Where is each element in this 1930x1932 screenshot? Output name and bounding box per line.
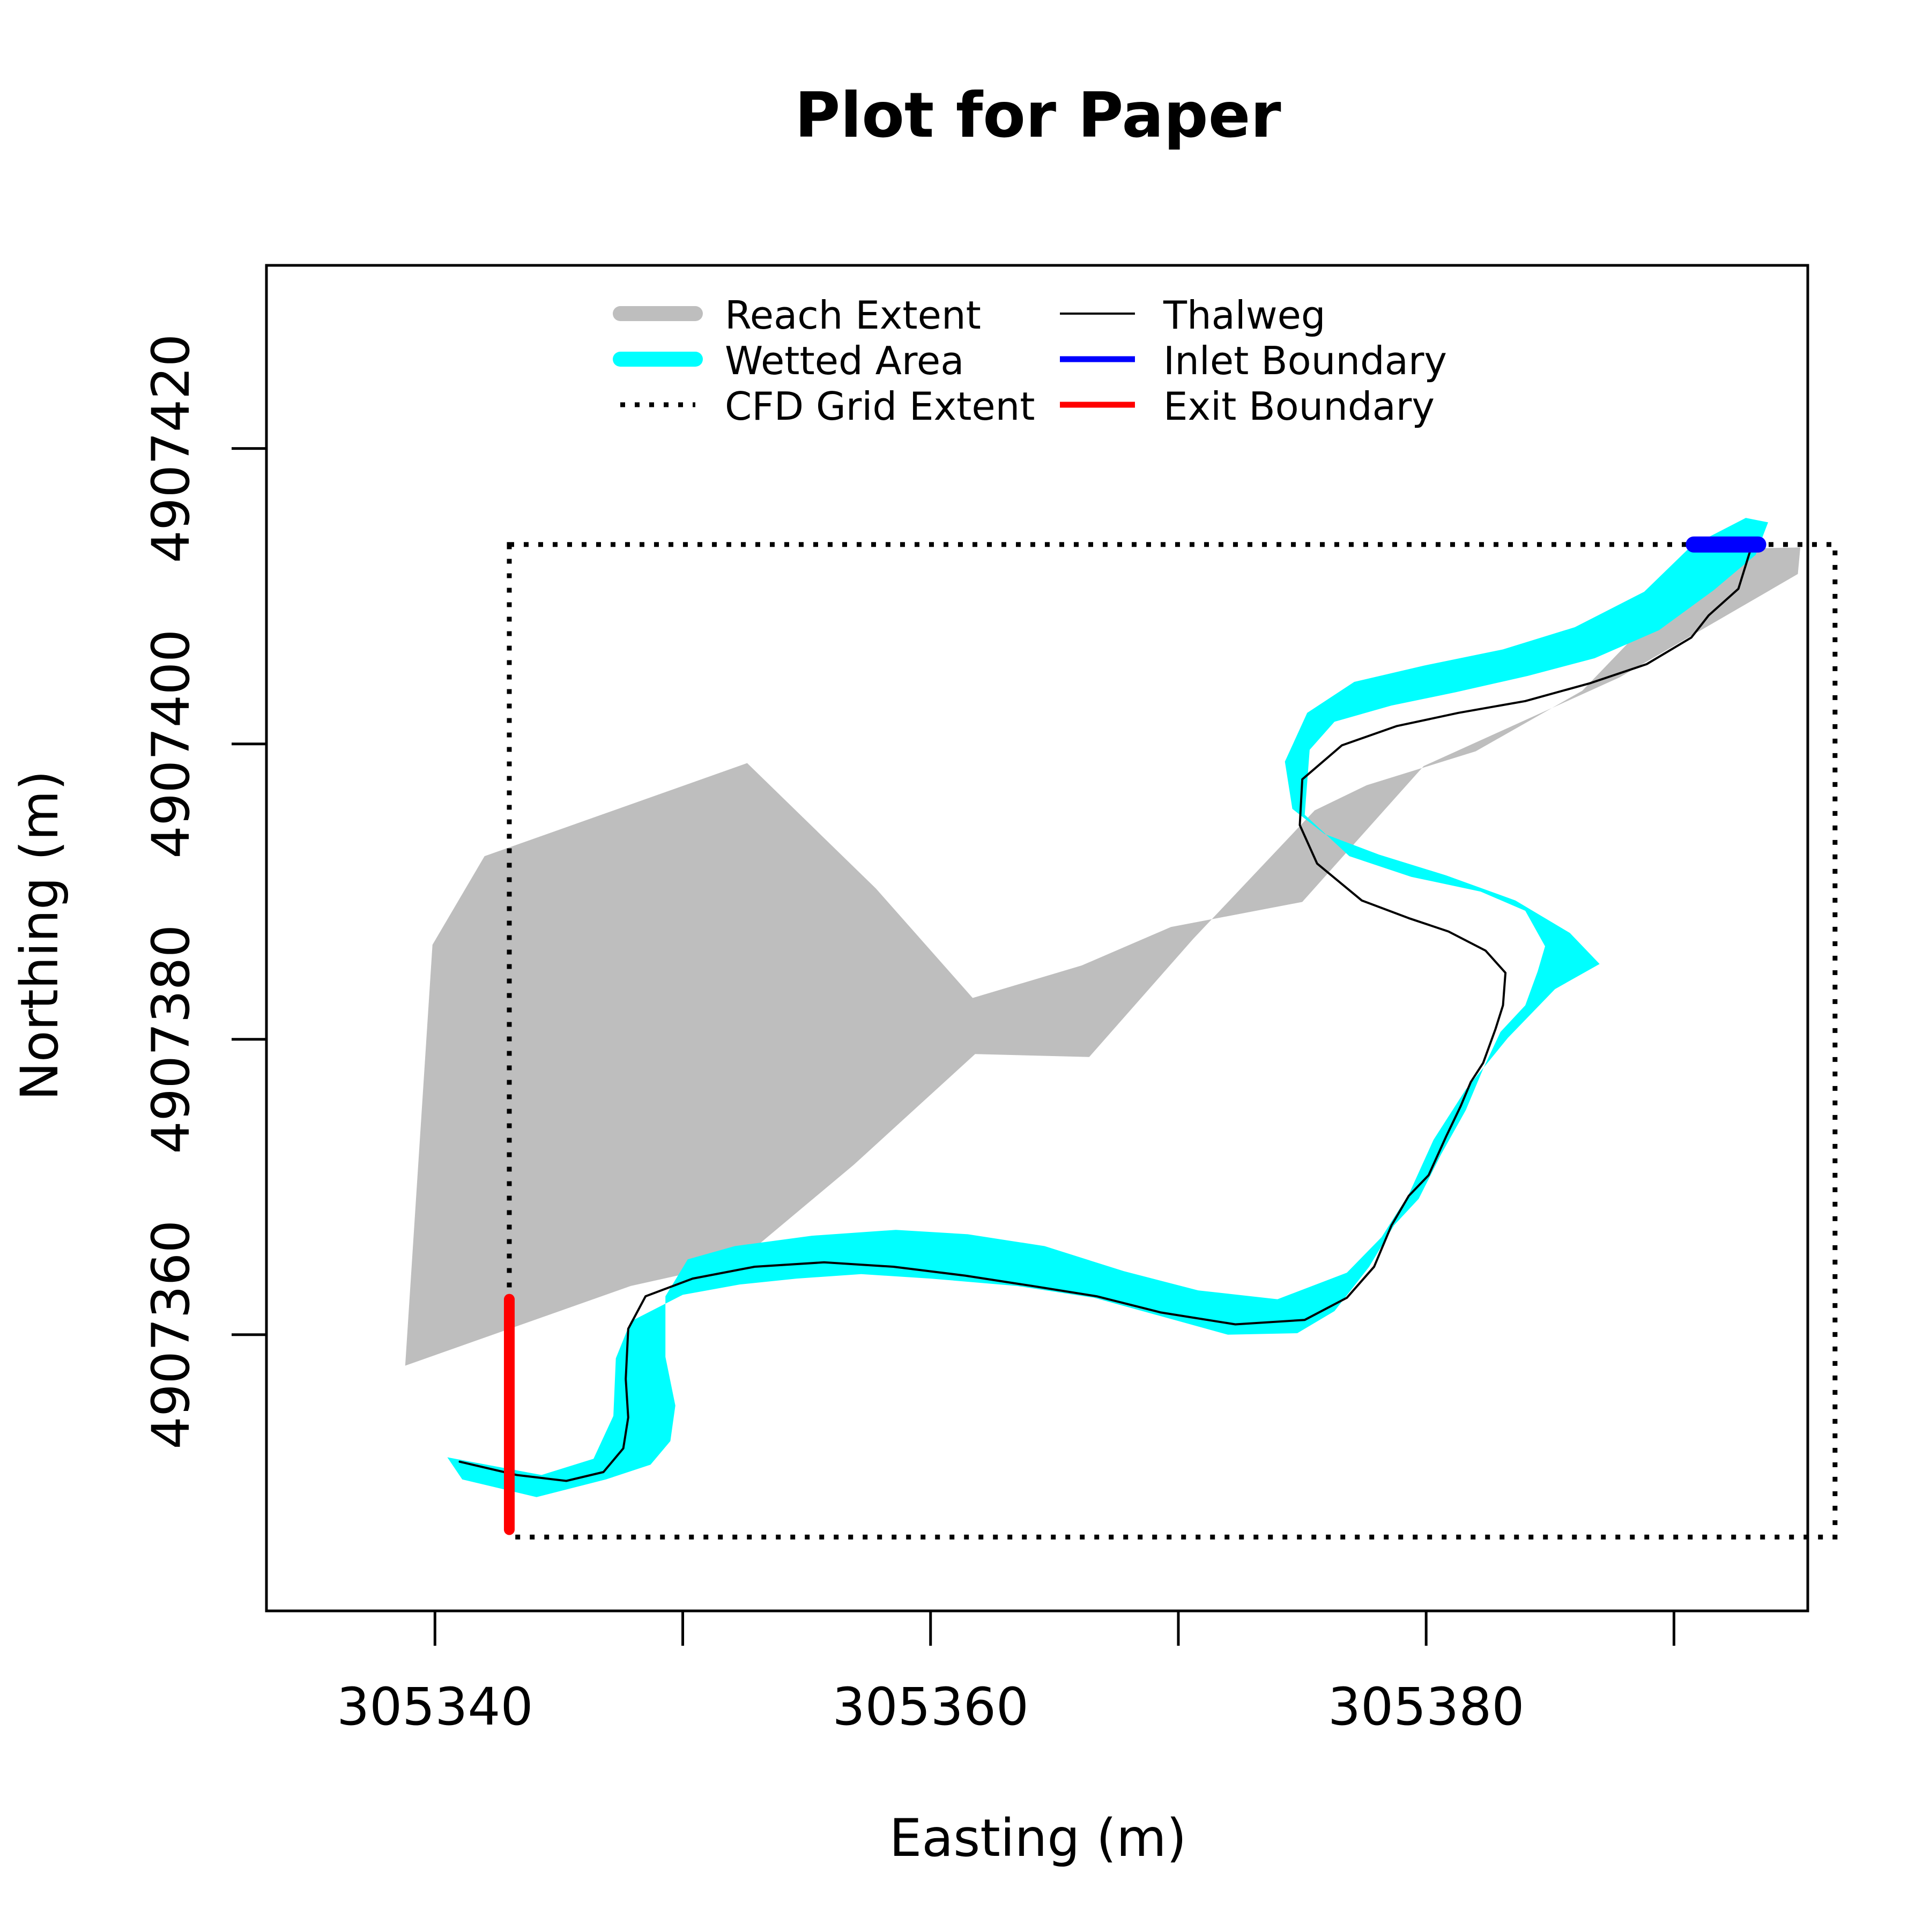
x-tick-label: 305380 (1328, 1677, 1524, 1737)
x-axis-label: Easting (m) (889, 1808, 1187, 1868)
x-tick-label: 305360 (833, 1677, 1029, 1737)
legend-label: Thalweg (1163, 293, 1326, 338)
plot-area (405, 518, 1801, 1497)
wetted-area-polygon (447, 518, 1769, 1497)
y-tick-label: 4907400 (141, 629, 201, 859)
reach-extent-polygon (405, 547, 1801, 1366)
legend-label: Wetted Area (725, 338, 964, 383)
x-tick-label: 305340 (337, 1677, 533, 1737)
thalweg-line (458, 548, 1752, 1482)
legend-label: Inlet Boundary (1163, 338, 1447, 383)
chart-title: Plot for Paper (795, 79, 1281, 152)
y-tick-label: 4907420 (141, 334, 201, 563)
legend-label: Exit Boundary (1163, 384, 1435, 429)
y-axis-label: Northing (m) (10, 770, 70, 1101)
y-tick-label: 4907360 (141, 1220, 201, 1450)
plot-frame (265, 264, 1809, 1613)
legend-label: CFD Grid Extent (725, 384, 1035, 429)
legend-label: Reach Extent (725, 293, 981, 338)
y-tick-label: 4907380 (141, 925, 201, 1154)
cfd-grid-extent-rect (507, 542, 1838, 1540)
